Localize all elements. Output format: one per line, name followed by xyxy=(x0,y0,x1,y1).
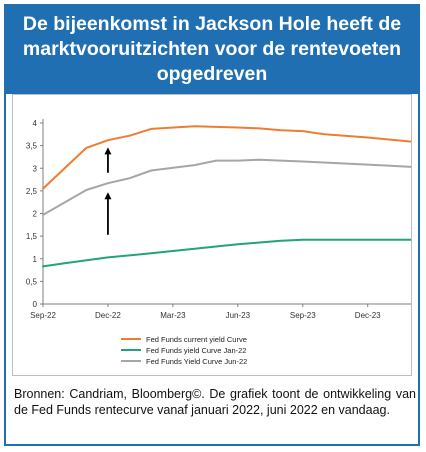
x-tick-label: Jun-23 xyxy=(226,311,251,320)
y-tick-label: 2 xyxy=(33,210,38,219)
arrow-up-upper-head xyxy=(104,147,112,155)
series-line-3 xyxy=(42,158,411,216)
y-tick-label: 4 xyxy=(33,119,38,128)
chart-title: De bijeenkomst in Jackson Hole heeft de … xyxy=(6,6,418,94)
title-line-2: marktvooruitzichten voor de rentevoeten xyxy=(22,38,402,60)
y-tick-label: 1 xyxy=(33,255,38,264)
x-tick-label: Dec-23 xyxy=(355,311,381,320)
arrow-up-lower-head xyxy=(104,192,112,200)
legend-label-1: Fed Funds current yield Curve xyxy=(146,335,247,344)
y-tick-label: 0,5 xyxy=(26,277,38,286)
source-note: Bronnen: Candriam, Bloomberg©. De grafie… xyxy=(14,387,416,417)
x-tick-label: Sep-23 xyxy=(290,311,316,320)
x-tick-label: Sep-22 xyxy=(30,311,56,320)
chart-card: De bijeenkomst in Jackson Hole heeft de … xyxy=(4,4,420,446)
legend-label-3: Fed Funds Yield Curve Jun-22 xyxy=(146,357,247,366)
series-line-2 xyxy=(42,238,411,268)
x-tick-label: Mar-23 xyxy=(160,311,186,320)
x-tick-label: Dec-22 xyxy=(95,311,121,320)
y-tick-label: 2,5 xyxy=(26,187,38,196)
title-line-3: opgedreven xyxy=(156,63,268,85)
line-chart: 0 0,5 1 1,5 2 2,5 3 3,5 4 Sep-22 Dec-22 Mar-23 Jun-2… xyxy=(26,119,411,366)
y-tick-label: 0 xyxy=(33,300,38,309)
y-tick-label: 3 xyxy=(33,164,38,173)
chart-area: 0 0,5 1 1,5 2 2,5 3 3,5 4 Sep-22 Dec-22 Mar-23 Jun-2… xyxy=(12,94,412,376)
y-tick-label: 1,5 xyxy=(26,232,38,241)
title-line-1: De bijeenkomst in Jackson Hole heeft de xyxy=(22,13,402,35)
legend-label-2: Fed Funds yield Curve Jan-22 xyxy=(146,346,246,355)
y-tick-label: 3,5 xyxy=(26,142,38,151)
series-line-1 xyxy=(42,125,411,190)
